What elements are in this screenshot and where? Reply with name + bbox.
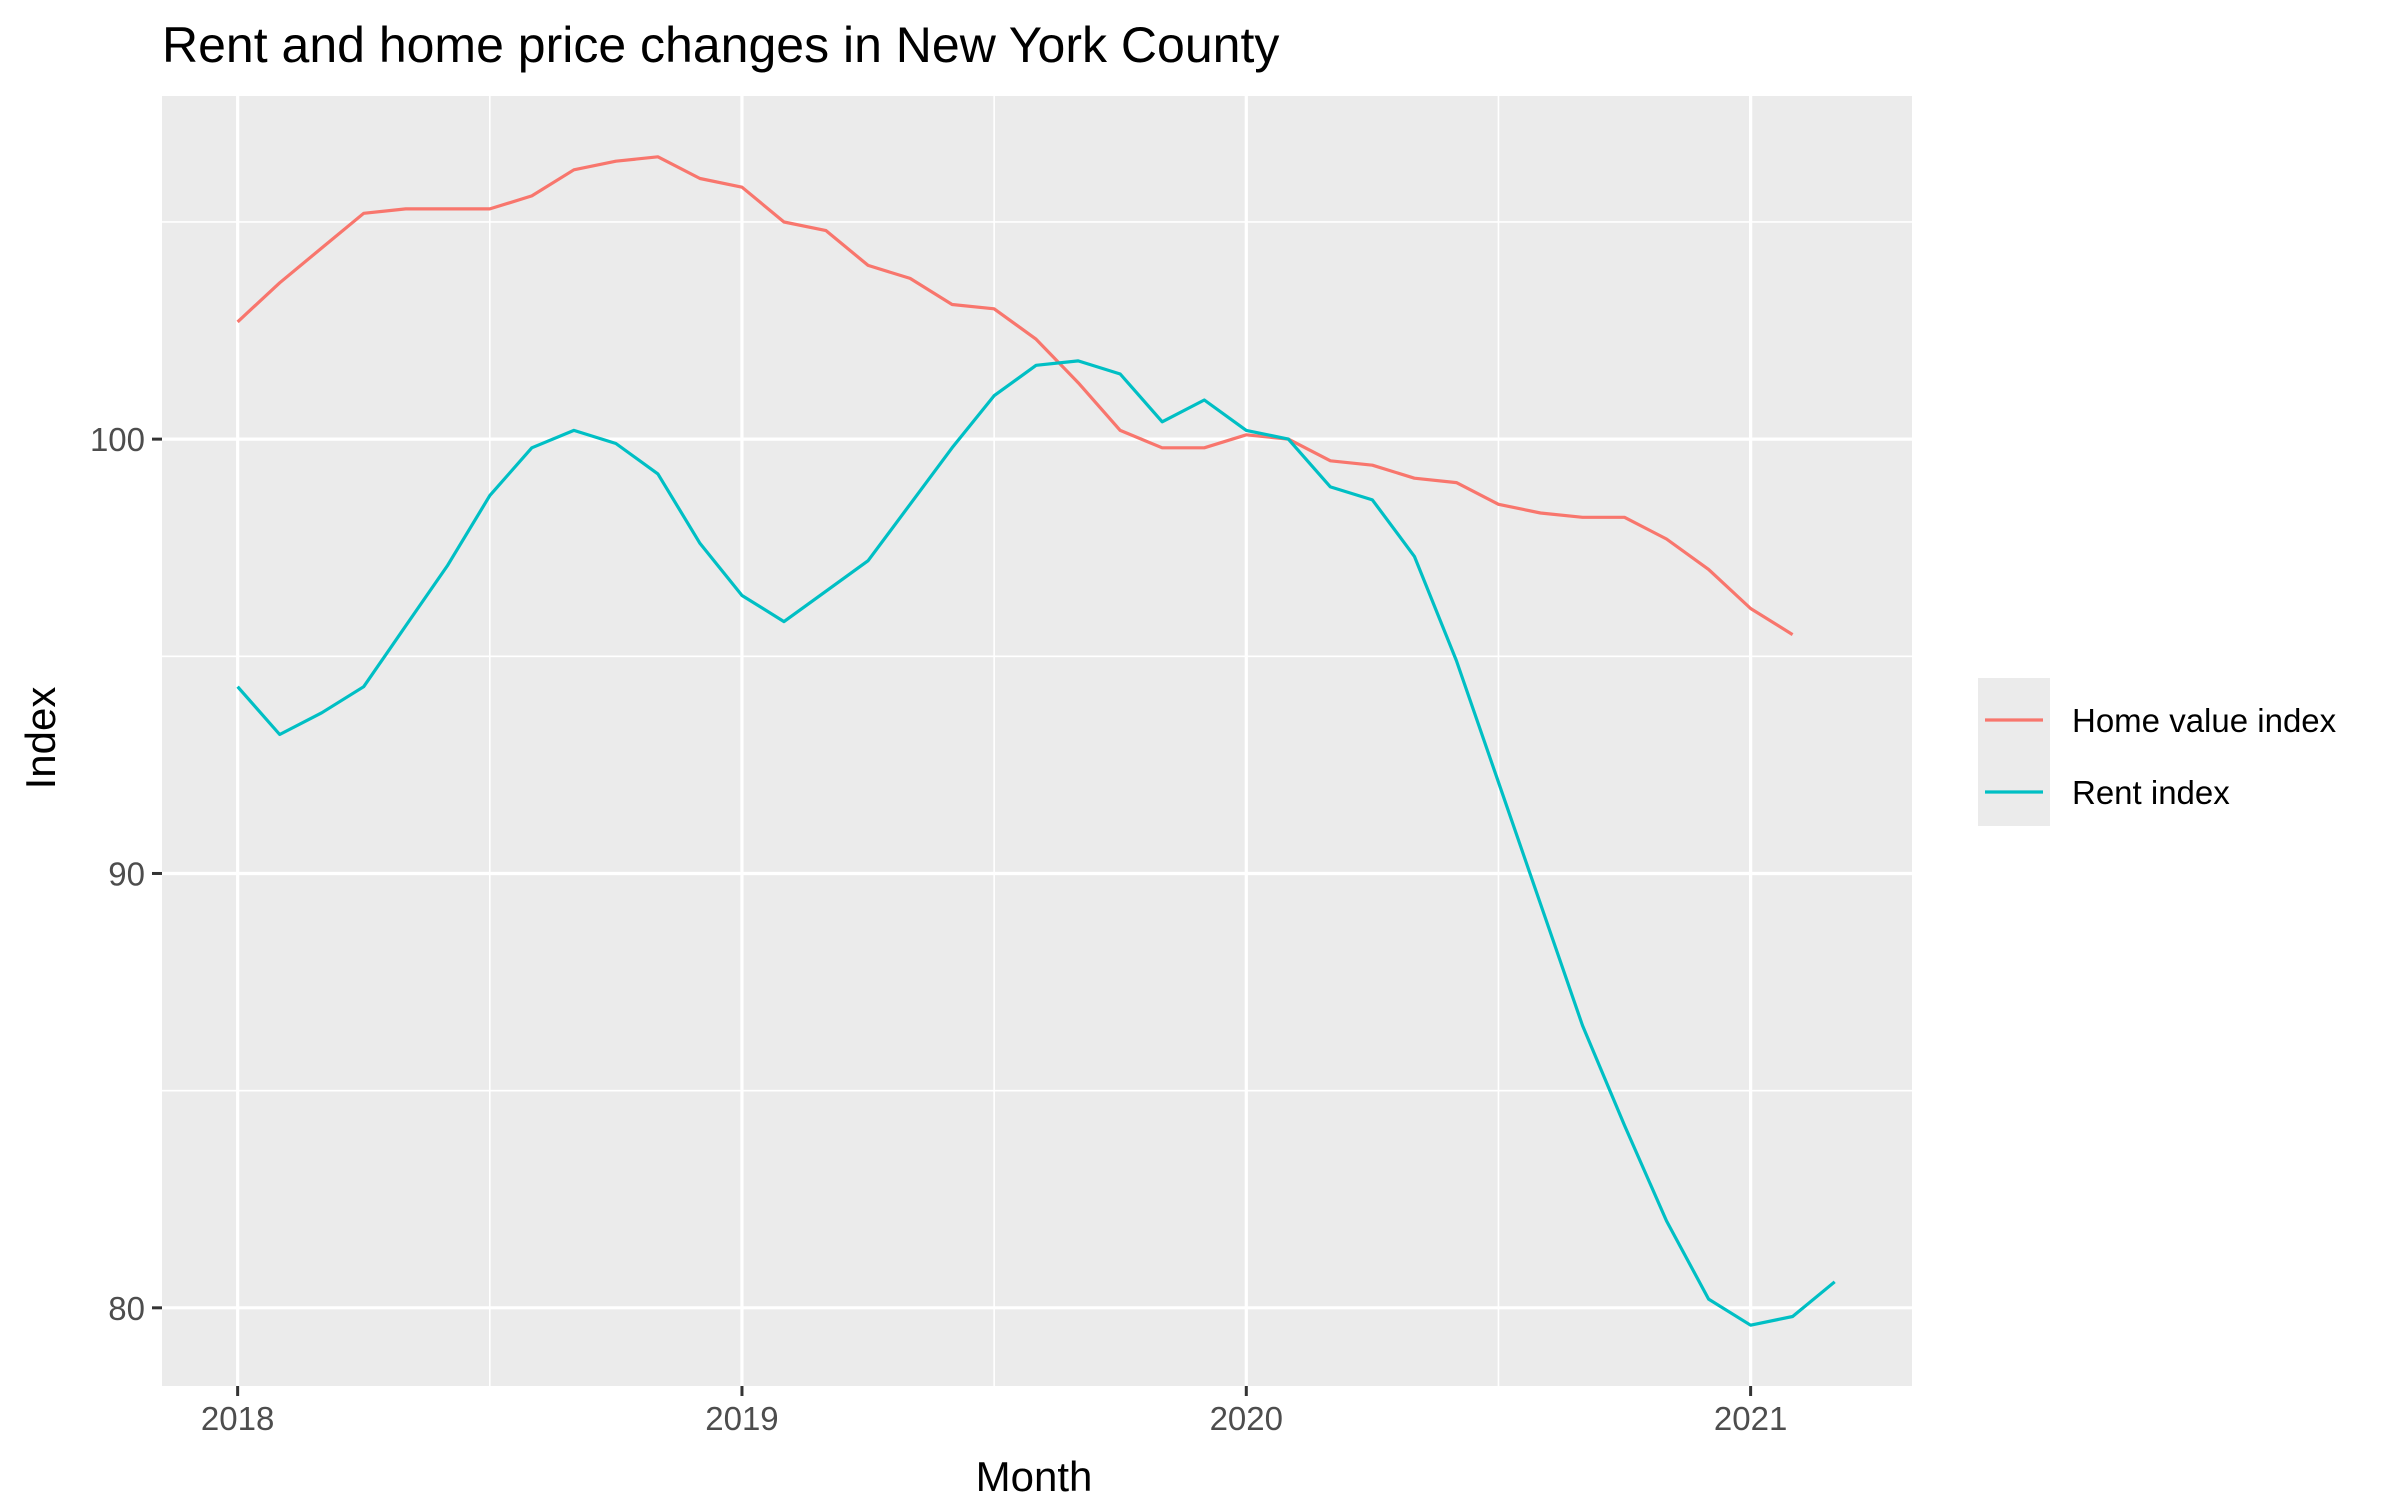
x-axis-title: Month	[976, 1453, 1093, 1500]
x-tick-label: 2019	[705, 1400, 778, 1437]
x-tick-label: 2020	[1210, 1400, 1283, 1437]
legend: Home value index Rent index	[1978, 678, 2337, 826]
major-gridlines	[162, 96, 1912, 1386]
y-axis: 80 90 100	[90, 421, 162, 1327]
y-tick-label: 80	[108, 1290, 145, 1327]
y-tick-label: 100	[90, 421, 145, 458]
series-layer	[236, 155, 1836, 1327]
y-axis-title: Index	[17, 687, 64, 790]
legend-key-background	[1978, 678, 2050, 826]
series-line-0	[236, 155, 1794, 636]
x-tick-label: 2021	[1714, 1400, 1787, 1437]
series-line-1	[236, 359, 1836, 1327]
chart-title: Rent and home price changes in New York …	[162, 17, 1279, 73]
y-tick-label: 90	[108, 855, 145, 892]
legend-label-0: Home value index	[2072, 702, 2337, 739]
x-axis: 2018 2019 2020 2021	[201, 1386, 1787, 1437]
x-tick-label: 2018	[201, 1400, 274, 1437]
minor-gridlines	[162, 96, 1912, 1386]
legend-label-1: Rent index	[2072, 774, 2230, 811]
plot-panel	[162, 96, 1912, 1386]
